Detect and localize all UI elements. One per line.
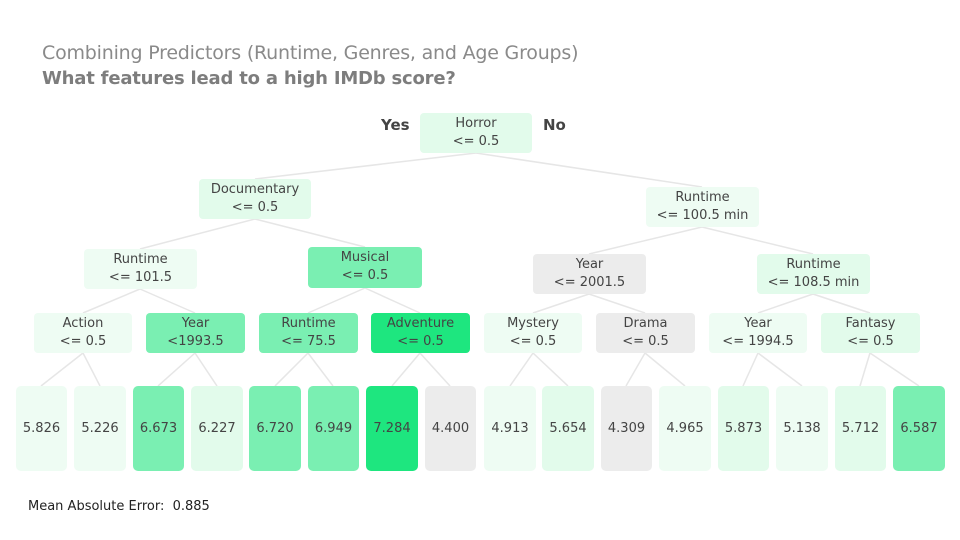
- tree-edge: [307, 352, 334, 387]
- node-threshold: <= 0.5: [59, 334, 107, 349]
- leaf-value: 5.654: [542, 386, 594, 471]
- node-year-2001: Year <= 2001.5: [533, 254, 646, 294]
- node-runtime-100: Runtime <= 100.5 min: [646, 187, 759, 227]
- tree-edge: [475, 152, 703, 188]
- tree-edge: [757, 293, 814, 314]
- tree-edge: [82, 352, 101, 387]
- node-feature: Horror: [455, 116, 497, 131]
- tree-edge: [644, 352, 686, 387]
- tree-edge: [254, 218, 366, 248]
- node-drama: Drama <= 0.5: [596, 313, 695, 353]
- node-threshold: <1993.5: [167, 334, 224, 349]
- tree-edge: [139, 218, 256, 250]
- node-mystery: Mystery <= 0.5: [484, 313, 582, 353]
- node-feature: Year: [575, 257, 604, 272]
- node-threshold: <= 0.5: [231, 200, 279, 215]
- tree-edge: [307, 287, 366, 314]
- tree-edge: [588, 293, 646, 314]
- leaf-value: 4.913: [484, 386, 536, 471]
- leaf-value: 4.965: [659, 386, 711, 471]
- tree-edge: [157, 352, 196, 387]
- leaf-value: 5.873: [718, 386, 769, 471]
- mean-absolute-error: Mean Absolute Error: 0.885: [28, 499, 210, 514]
- node-feature: Documentary: [210, 182, 300, 197]
- yes-label: Yes: [381, 116, 410, 134]
- leaf-value: 6.673: [133, 386, 184, 471]
- node-feature: Mystery: [507, 316, 559, 331]
- node-feature: Year: [181, 316, 210, 331]
- mae-label: Mean Absolute Error:: [28, 499, 165, 514]
- node-adventure: Adventure <= 0.5: [371, 313, 470, 353]
- node-year-1994: Year <= 1994.5: [709, 313, 807, 353]
- node-threshold: <= 0.5: [509, 334, 557, 349]
- chart-subtitle: What features lead to a high IMDb score?: [42, 68, 456, 89]
- leaf-value: 5.826: [16, 386, 67, 471]
- node-feature: Adventure: [386, 316, 455, 331]
- node-threshold: <= 0.5: [341, 268, 389, 283]
- node-runtime-108: Runtime <= 108.5 min: [757, 254, 870, 294]
- node-feature: Year: [744, 316, 772, 331]
- node-threshold: <= 1994.5: [722, 334, 794, 349]
- node-root-horror: Horror <= 0.5: [420, 113, 532, 153]
- tree-edge: [40, 352, 84, 387]
- tree-edge: [859, 352, 871, 387]
- node-musical: Musical <= 0.5: [308, 247, 422, 288]
- node-documentary: Documentary <= 0.5: [199, 179, 311, 219]
- node-runtime-101: Runtime <= 101.5: [84, 249, 197, 289]
- tree-edge: [274, 352, 309, 387]
- node-feature: Drama: [623, 316, 668, 331]
- tree-edge: [194, 352, 218, 387]
- node-feature: Runtime: [675, 190, 730, 205]
- tree-edge: [82, 288, 141, 314]
- tree-edge: [812, 293, 871, 314]
- leaf-value: 5.712: [835, 386, 886, 471]
- node-year-1993: Year <1993.5: [146, 313, 245, 353]
- leaf-value: 4.400: [425, 386, 476, 471]
- tree-edge: [532, 293, 590, 314]
- no-label: No: [543, 116, 566, 134]
- tree-edge: [254, 152, 477, 180]
- node-threshold: <= 101.5: [108, 270, 173, 285]
- tree-edge: [364, 287, 421, 314]
- node-action: Action <= 0.5: [34, 313, 132, 353]
- node-feature: Runtime: [281, 316, 336, 331]
- tree-edge: [742, 352, 759, 387]
- node-threshold: <= 108.5 min: [767, 275, 860, 290]
- node-feature: Musical: [340, 250, 390, 265]
- leaf-value: 6.949: [308, 386, 359, 471]
- tree-edge: [701, 226, 814, 255]
- tree-edge: [869, 352, 920, 387]
- leaf-value: 4.309: [601, 386, 652, 471]
- node-threshold: <= 100.5 min: [656, 208, 749, 223]
- tree-edge: [139, 288, 196, 314]
- node-threshold: <= 0.5: [397, 334, 444, 349]
- leaf-value: 6.720: [249, 386, 301, 471]
- tree-edge: [625, 352, 646, 387]
- leaf-value: 5.226: [74, 386, 126, 471]
- chart-title: Combining Predictors (Runtime, Genres, a…: [42, 42, 579, 64]
- node-threshold: <= 2001.5: [553, 275, 626, 290]
- node-threshold: <= 0.5: [622, 334, 669, 349]
- node-fantasy: Fantasy <= 0.5: [821, 313, 920, 353]
- node-feature: Runtime: [113, 252, 168, 267]
- node-threshold: <= 0.5: [452, 134, 500, 149]
- node-feature: Action: [62, 316, 104, 331]
- mae-value: 0.885: [172, 499, 210, 514]
- node-runtime-75: Runtime <= 75.5: [259, 313, 358, 353]
- tree-edge: [419, 352, 451, 387]
- node-feature: Runtime: [786, 257, 841, 272]
- tree-edge: [391, 352, 421, 387]
- tree-edge: [757, 352, 803, 387]
- tree-edge: [532, 352, 569, 387]
- leaf-value: 5.138: [776, 386, 828, 471]
- leaf-value: 6.227: [191, 386, 243, 471]
- tree-edge: [509, 352, 534, 387]
- node-threshold: <= 0.5: [847, 334, 894, 349]
- leaf-value: 6.587: [893, 386, 945, 471]
- node-feature: Fantasy: [845, 316, 896, 331]
- tree-edge: [588, 226, 703, 255]
- leaf-value: 7.284: [366, 386, 418, 471]
- node-threshold: <= 75.5: [281, 334, 336, 349]
